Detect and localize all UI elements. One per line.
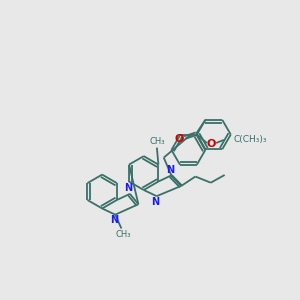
Text: N: N (166, 165, 174, 175)
Text: CH₃: CH₃ (115, 230, 131, 239)
Text: N: N (124, 184, 132, 194)
Text: CH₃: CH₃ (149, 137, 165, 146)
Text: N: N (110, 215, 118, 225)
Text: C(CH₃)₃: C(CH₃)₃ (233, 135, 267, 144)
Text: O: O (207, 139, 216, 149)
Text: O: O (175, 134, 184, 144)
Text: N: N (151, 196, 159, 206)
